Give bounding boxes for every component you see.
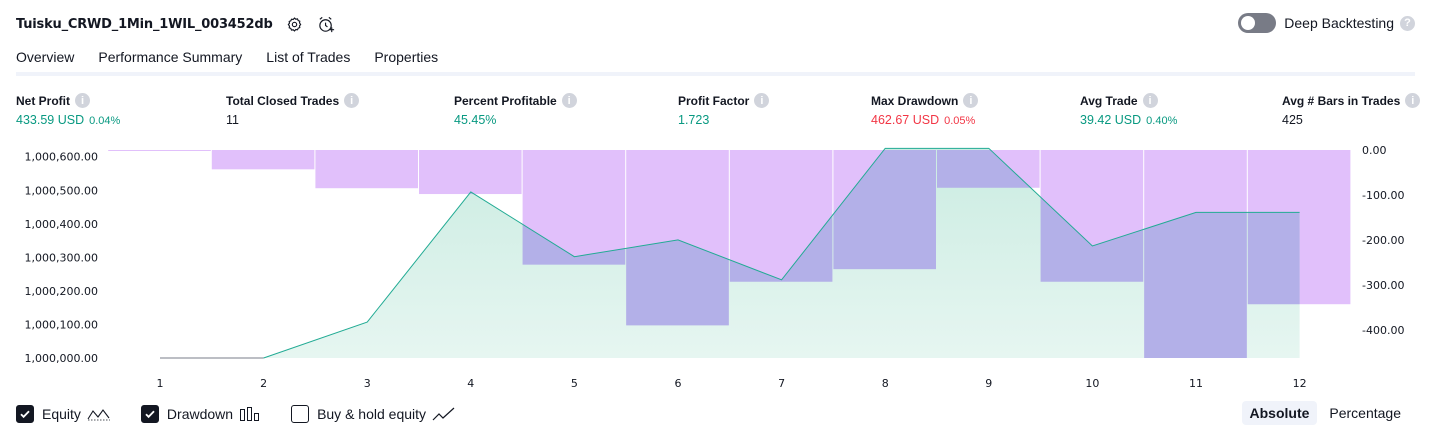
info-icon[interactable]: i (561, 93, 577, 108)
report-tabs: Overview Performance Summary List of Tra… (16, 48, 462, 76)
metric-title: Avg # Bars in Trades (1282, 93, 1401, 108)
y-right-tick-label: -300.00 (1362, 279, 1404, 292)
metric-title: Max Drawdown (871, 93, 959, 108)
metric-value: 433.59 USD (16, 113, 85, 127)
metric-title: Percent Profitable (454, 93, 557, 108)
info-icon[interactable]: i (1142, 93, 1158, 108)
drawdown-bar (419, 150, 522, 195)
equity-checkbox[interactable] (16, 405, 34, 423)
equity-area (160, 148, 1300, 358)
metric-avg-bars: Avg # Bars in Trades i 425 (1282, 93, 1421, 127)
x-tick-label: 2 (260, 377, 267, 390)
gear-icon[interactable] (285, 14, 305, 34)
metric-value: 11 (226, 113, 239, 127)
x-tick-label: 1 (157, 377, 164, 390)
metric-value: 45.45% (454, 113, 497, 127)
drawdown-bar (315, 150, 418, 189)
info-icon[interactable]: i (963, 93, 979, 108)
x-tick-label: 9 (985, 377, 992, 390)
x-tick-label: 5 (571, 377, 578, 390)
deep-backtesting: Deep Backtesting ? (1238, 13, 1415, 33)
equity-drawdown-chart[interactable]: 1,000,000.00 1,000,100.00 1,000,200.00 1,00… (0, 140, 1431, 396)
y-left-tick-label: 1,000,600.00 (25, 151, 98, 164)
metric-total-closed-trades: Total Closed Trades i 11 (226, 93, 360, 127)
chart-legend: Equity Drawdown Buy & hold equity (16, 403, 486, 425)
tab-performance-summary[interactable]: Performance Summary (98, 49, 243, 65)
metric-value: 462.67 USD (871, 113, 940, 127)
tab-properties[interactable]: Properties (374, 49, 439, 65)
metric-value: 1.723 (678, 113, 710, 127)
x-tick-label: 11 (1189, 377, 1203, 390)
y-left-tick-label: 1,000,100.00 (25, 318, 98, 331)
x-tick-label: 6 (675, 377, 682, 390)
equity-line-icon (87, 406, 111, 422)
drawdown-bars-icon (239, 406, 261, 422)
metric-percent: 0.04% (89, 115, 121, 127)
legend-label: Equity (42, 406, 81, 422)
drawdown-bar (211, 150, 315, 170)
metric-value: 425 (1282, 113, 1303, 127)
tab-list-of-trades[interactable]: List of Trades (266, 49, 351, 65)
y-right-tick-label: 0.00 (1362, 144, 1387, 157)
metric-percent: 0.05% (944, 115, 976, 127)
y-left-tick-label: 1,000,500.00 (25, 184, 98, 197)
metric-avg-trade: Avg Trade i 39.42 USD 0.40% (1080, 93, 1177, 127)
metric-title: Net Profit (16, 93, 70, 108)
metric-title: Avg Trade (1080, 93, 1138, 108)
tab-divider (16, 72, 1415, 76)
drawdown-checkbox[interactable] (140, 405, 159, 423)
x-tick-label: 3 (364, 377, 371, 390)
x-tick-label: 12 (1293, 377, 1307, 390)
x-tick-label: 8 (882, 377, 889, 390)
metric-percent: 0.40% (1146, 115, 1178, 127)
metric-value: 39.42 USD (1080, 113, 1142, 127)
legend-drawdown[interactable]: Drawdown (140, 405, 261, 423)
value-mode-switch: Absolute Percentage (1238, 401, 1410, 425)
strategy-name: Tuisku_CRWD_1Min_1WIL_003452db (16, 16, 273, 32)
y-left-tick-label: 1,000,300.00 (25, 251, 98, 264)
metric-percent-profitable: Percent Profitable i 45.45% (454, 93, 577, 127)
x-tick-label: 10 (1085, 377, 1099, 390)
metric-title: Profit Factor (678, 93, 750, 108)
legend-label: Drawdown (166, 406, 234, 422)
add-alert-icon[interactable] (317, 14, 337, 34)
metric-title: Total Closed Trades (226, 93, 340, 108)
info-icon[interactable]: i (1405, 93, 1421, 108)
info-icon[interactable]: i (75, 93, 90, 108)
metric-net-profit: Net Profit i 433.59 USD 0.04% (16, 93, 120, 127)
deep-backtesting-toggle[interactable] (1238, 13, 1277, 33)
y-right-tick-label: -400.00 (1362, 324, 1404, 337)
mode-absolute[interactable]: Absolute (1241, 401, 1318, 425)
strategy-header: Tuisku_CRWD_1Min_1WIL_003452db (16, 12, 337, 36)
metric-max-drawdown: Max Drawdown i 462.67 USD 0.05% (871, 93, 979, 127)
info-icon[interactable]: i (754, 93, 770, 108)
y-left-tick-label: 1,000,400.00 (25, 218, 98, 231)
help-icon[interactable]: ? (1400, 15, 1415, 31)
legend-label: Buy & hold equity (317, 406, 427, 422)
buy-hold-line-icon (432, 406, 456, 422)
x-tick-label: 7 (778, 377, 785, 390)
legend-equity[interactable]: Equity (16, 405, 111, 423)
toggle-knob (1241, 16, 1256, 30)
buy-hold-checkbox[interactable] (291, 405, 310, 423)
info-icon[interactable]: i (344, 93, 360, 108)
y-right-tick-label: -100.00 (1362, 189, 1404, 202)
y-right-tick-label: -200.00 (1362, 234, 1404, 247)
legend-buy-hold[interactable]: Buy & hold equity (291, 405, 456, 423)
metric-profit-factor: Profit Factor i 1.723 (678, 93, 770, 127)
drawdown-bar (108, 150, 211, 151)
equity-line (263, 147, 1300, 359)
y-left-tick-label: 1,000,200.00 (25, 285, 98, 298)
y-left-tick-label: 1,000,000.00 (25, 352, 98, 365)
deep-backtesting-label: Deep Backtesting (1284, 15, 1394, 31)
x-tick-label: 4 (467, 377, 474, 390)
mode-percentage[interactable]: Percentage (1329, 405, 1401, 421)
